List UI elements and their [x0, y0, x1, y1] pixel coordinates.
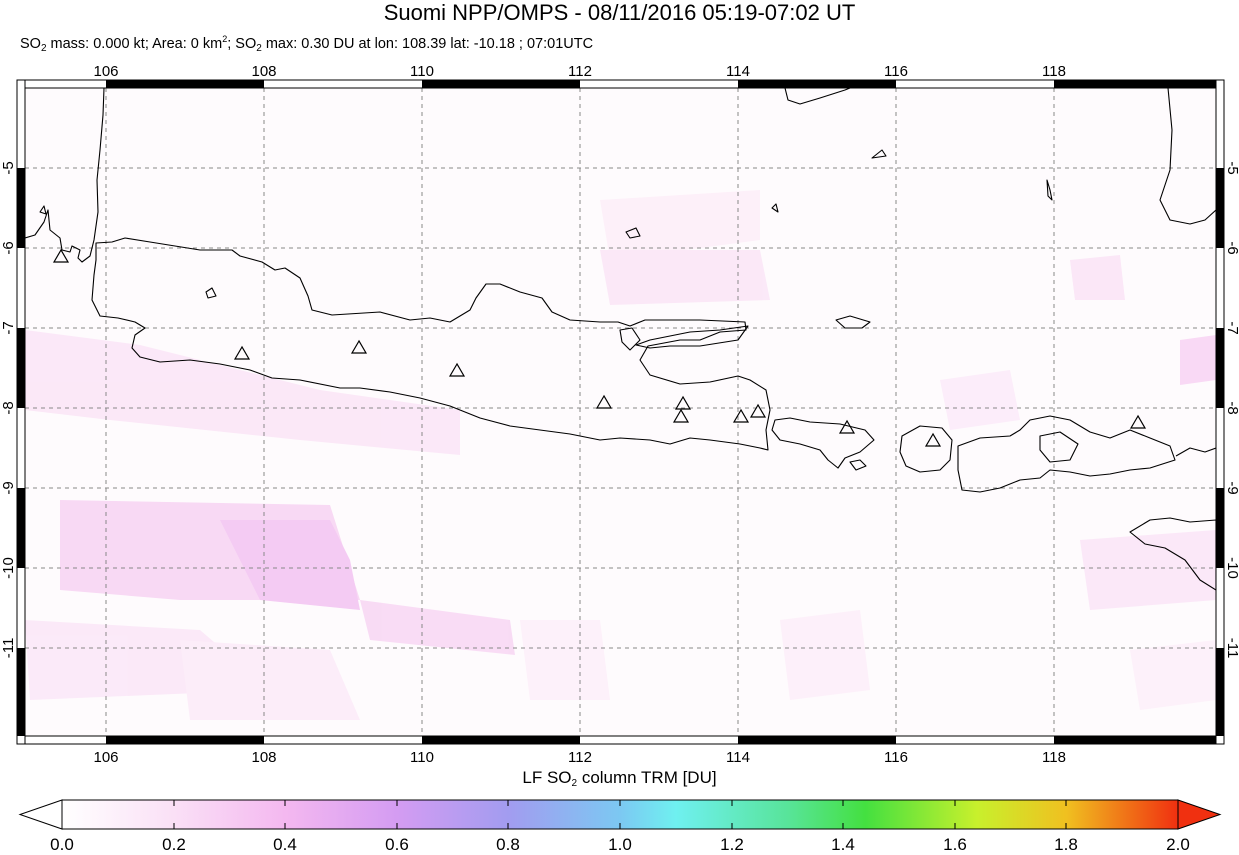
- colorbar-tick-label: 0.2: [162, 835, 186, 854]
- colorbar-label: LF SO2 column TRM [DU]: [522, 768, 717, 789]
- lat-tick-label: -9: [0, 481, 17, 494]
- lat-tick-label: -7: [0, 321, 17, 334]
- lon-tick-label: 108: [251, 63, 276, 80]
- lat-labels-right: -5 -6 -7 -8 -9 -10 -11: [1224, 161, 1239, 658]
- volcano-icon: [52, 248, 70, 263]
- coastlines: [25, 88, 1216, 591]
- lat-labels-left: -5 -6 -7 -8 -9 -10 -11: [0, 161, 17, 658]
- lon-labels-top: 106 108 110 112 114 116 118: [93, 63, 1065, 80]
- colorbar-min-arrow: [18, 799, 63, 830]
- volcano-icon: [838, 419, 856, 434]
- lat-tick-label: -9: [1224, 481, 1239, 494]
- colorbar-tick-label: 1.6: [943, 835, 967, 854]
- grid-lines: [25, 88, 1216, 736]
- lon-tick-label: 118: [1042, 63, 1066, 80]
- colorbar-tick-label: 1.8: [1054, 835, 1078, 854]
- lat-tick-label: -10: [1224, 557, 1239, 579]
- lat-tick-label: -8: [1224, 401, 1239, 414]
- colorbar-tick-label: 1.0: [608, 835, 632, 854]
- lat-tick-label: -5: [0, 161, 17, 174]
- colorbar-tick-label: 2.0: [1166, 835, 1190, 854]
- colorbar-tick-label: 0.6: [385, 835, 409, 854]
- volcano-icon: [672, 408, 690, 423]
- lon-tick-label: 114: [726, 749, 750, 766]
- volcano-icon: [924, 432, 942, 447]
- lon-tick-label: 118: [1042, 749, 1066, 766]
- lon-tick-label: 110: [410, 749, 434, 766]
- colorbar-tick-label: 0.4: [273, 835, 297, 854]
- lon-tick-label: 112: [568, 63, 592, 80]
- lon-tick-label: 110: [410, 63, 434, 80]
- lon-tick-label: 106: [93, 63, 118, 80]
- volcano-icon: [448, 362, 466, 377]
- lon-tick-label: 106: [93, 749, 118, 766]
- lon-tick-label: 116: [884, 749, 908, 766]
- lon-tick-label: 112: [568, 749, 592, 766]
- volcano-markers: [52, 248, 1147, 447]
- lon-tick-label: 114: [726, 63, 750, 80]
- lat-tick-label: -11: [1224, 638, 1239, 659]
- colorbar-tick-label: 1.4: [831, 835, 855, 854]
- colorbar: [18, 799, 1222, 830]
- colorbar-max-arrow: [1177, 799, 1222, 830]
- volcano-icon: [749, 403, 767, 418]
- colorbar-tick-label: 0.0: [50, 835, 74, 854]
- volcano-icon: [350, 339, 368, 354]
- lat-tick-label: -8: [0, 401, 17, 414]
- volcano-icon: [674, 395, 692, 410]
- map-title: Suomi NPP/OMPS - 08/11/2016 05:19-07:02 …: [383, 0, 856, 25]
- volcano-icon: [233, 345, 251, 360]
- lon-tick-label: 116: [884, 63, 908, 80]
- so2-swaths: [25, 190, 1216, 720]
- volcano-icon: [1129, 414, 1147, 429]
- volcano-icon: [732, 408, 750, 423]
- lat-tick-label: -6: [0, 241, 17, 254]
- map-frame: [16, 79, 1225, 745]
- colorbar-tick-label: 1.2: [720, 835, 744, 854]
- colorbar-tick-label: 0.8: [496, 835, 520, 854]
- lon-tick-label: 108: [251, 749, 276, 766]
- map-subtitle: SO2 mass: 0.000 kt; Area: 0 km2; SO2 max…: [20, 34, 594, 54]
- lat-tick-label: -7: [1224, 321, 1239, 334]
- lat-tick-label: -6: [1224, 241, 1239, 254]
- lon-labels-bottom: 106 108 110 112 114 116 118: [93, 749, 1065, 766]
- lat-tick-label: -11: [0, 638, 17, 659]
- lat-tick-label: -5: [1224, 161, 1239, 174]
- lat-tick-label: -10: [0, 557, 17, 579]
- volcano-icon: [595, 394, 613, 409]
